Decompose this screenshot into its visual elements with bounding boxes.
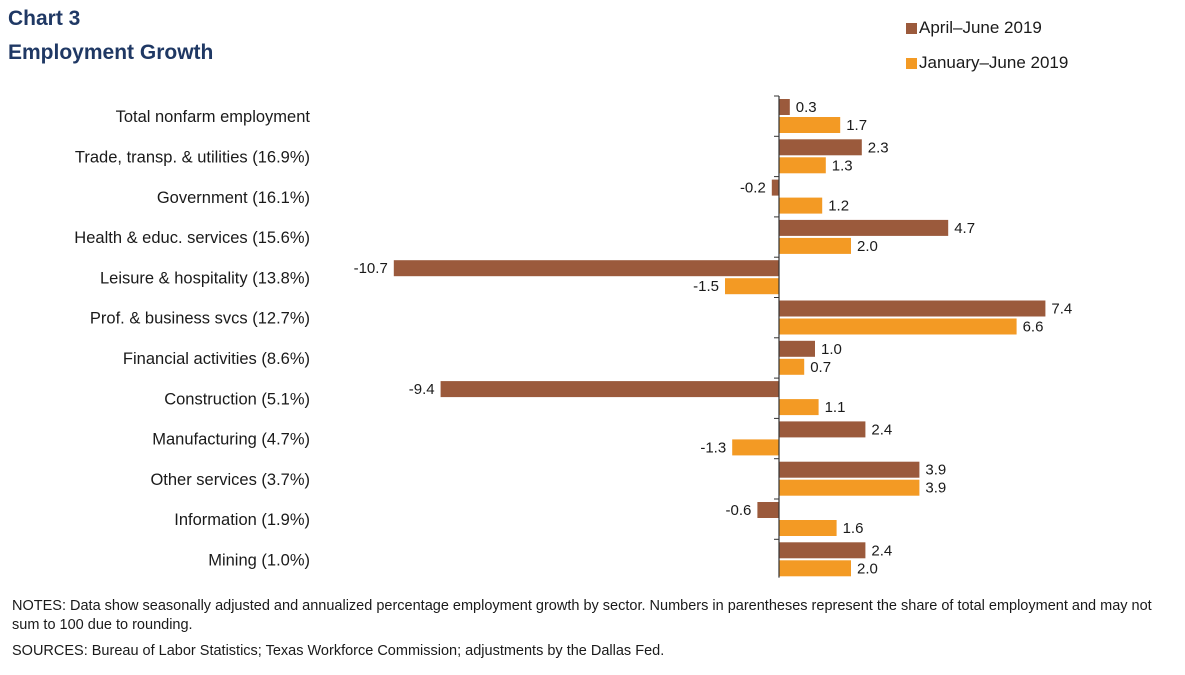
data-label: -10.7 <box>354 260 388 277</box>
data-label: 0.3 <box>796 99 817 116</box>
bar <box>779 340 815 357</box>
data-label: 2.0 <box>857 238 878 255</box>
category-label: Prof. & business svcs (12.7%) <box>90 310 310 328</box>
legend-label: January–June 2019 <box>919 53 1068 72</box>
data-label: 2.4 <box>871 542 892 559</box>
category-label: Information (1.9%) <box>174 511 310 529</box>
bar <box>732 439 779 456</box>
data-label: 0.7 <box>810 359 831 376</box>
data-label: 1.7 <box>846 117 867 134</box>
chart-title-line1: Chart 3 <box>8 7 81 30</box>
bar <box>779 219 949 236</box>
category-label: Manufacturing (4.7%) <box>152 431 310 449</box>
data-label: 2.3 <box>868 139 889 156</box>
category-label: Health & educ. services (15.6%) <box>74 229 310 247</box>
chart-title-line2: Employment Growth <box>8 41 214 64</box>
category-label: Construction (5.1%) <box>164 390 310 408</box>
bar <box>779 560 851 577</box>
data-label: 4.7 <box>954 220 975 237</box>
bar <box>779 542 866 559</box>
data-label: 3.9 <box>925 462 946 479</box>
bar <box>779 117 841 133</box>
bar <box>779 461 920 478</box>
bar <box>440 381 779 398</box>
bar <box>725 278 779 295</box>
bar <box>779 318 1017 335</box>
bar <box>779 421 866 438</box>
bar <box>779 479 920 496</box>
category-label: Trade, transp. & utilities (16.9%) <box>75 148 310 166</box>
legend-label: April–June 2019 <box>919 18 1042 37</box>
bar <box>779 139 862 156</box>
data-label: 3.9 <box>925 480 946 497</box>
bar <box>779 157 826 174</box>
data-label: -0.6 <box>726 502 752 519</box>
category-label: Total nonfarm employment <box>116 108 311 126</box>
data-label: -9.4 <box>409 381 435 398</box>
bar <box>779 99 790 115</box>
bar <box>779 300 1046 317</box>
data-label: -0.2 <box>740 180 766 197</box>
bar <box>393 260 779 277</box>
bar <box>771 179 779 196</box>
bar <box>779 237 851 254</box>
bar <box>757 502 779 518</box>
data-label: 1.6 <box>843 520 864 537</box>
data-label: 7.4 <box>1051 301 1072 318</box>
data-label: 1.3 <box>832 157 853 174</box>
data-label: 2.0 <box>857 560 878 577</box>
category-label: Mining (1.0%) <box>208 551 310 569</box>
data-label: 1.0 <box>821 341 842 358</box>
category-label: Leisure & hospitality (13.8%) <box>100 269 310 287</box>
legend-swatch <box>906 23 917 34</box>
data-label: 6.6 <box>1023 319 1044 336</box>
data-label: -1.5 <box>693 278 719 295</box>
data-label: 1.2 <box>828 198 849 215</box>
legend-swatch <box>906 58 917 69</box>
data-label: 2.4 <box>871 421 892 438</box>
chart-notes: NOTES: Data show seasonally adjusted and… <box>12 598 1152 633</box>
category-label: Government (16.1%) <box>157 189 310 207</box>
bar <box>779 520 837 536</box>
chart-sources: SOURCES: Bureau of Labor Statistics; Tex… <box>12 643 665 659</box>
data-label: 1.1 <box>825 399 846 416</box>
category-label: Financial activities (8.6%) <box>123 350 310 368</box>
bar <box>779 399 819 416</box>
category-label: Other services (3.7%) <box>150 471 310 489</box>
data-label: -1.3 <box>700 439 726 456</box>
bar-chart: Total nonfarm employment 0.3 1.7 Trade, tra… <box>74 18 1072 578</box>
bar <box>779 197 823 214</box>
bar <box>779 358 805 375</box>
